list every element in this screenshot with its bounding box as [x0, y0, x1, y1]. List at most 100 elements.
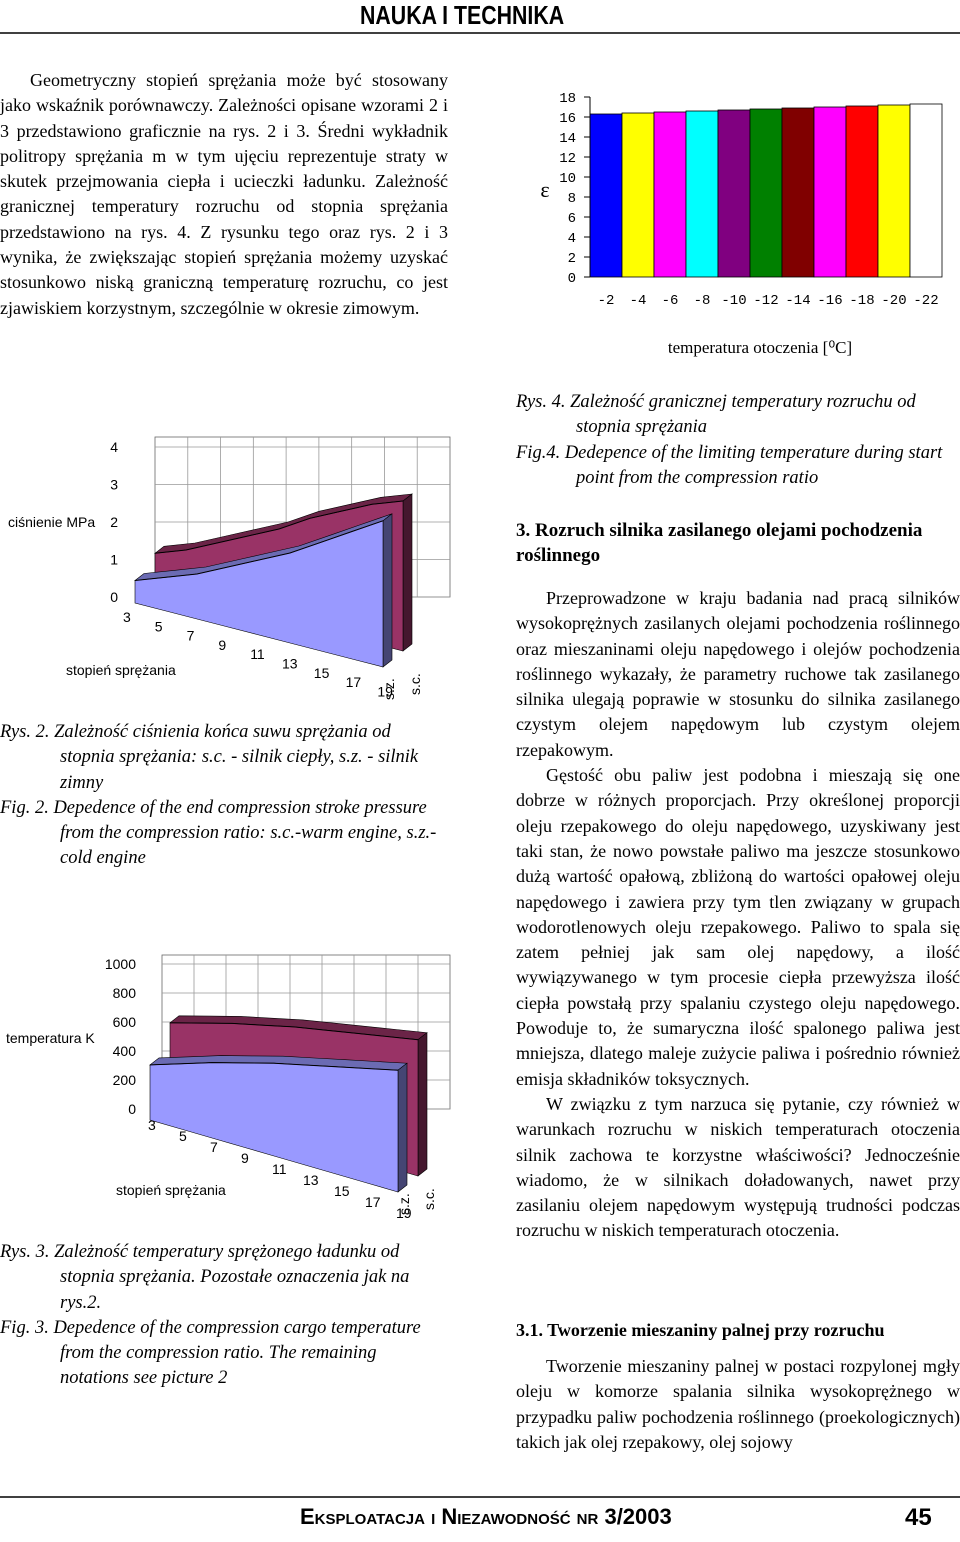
area-line	[149, 1062, 399, 1071]
bar	[781, 107, 815, 278]
footer-page: 45	[905, 1504, 932, 1531]
x-tick-label: -8	[694, 293, 711, 309]
x-tick-label: 17	[346, 674, 362, 690]
area-line	[169, 1022, 419, 1041]
y-tick-label: 3	[110, 477, 118, 493]
y-tick-label: 2	[568, 251, 576, 267]
bar	[717, 109, 751, 278]
x-tick-label: 19	[396, 1205, 412, 1221]
x-tick-label: 19	[377, 683, 393, 699]
x-tick-label: 7	[187, 628, 195, 644]
x-tick-label: -14	[785, 293, 810, 309]
x-axis-label: stopień sprężania	[66, 662, 176, 678]
x-tick-label: 5	[155, 618, 163, 634]
y-tick-label: 0	[568, 271, 576, 287]
caption-line: Fig. 3. Depedence of the compression car…	[0, 1317, 421, 1389]
caption: Rys. 3. Zależność temperatury sprężonego…	[0, 1240, 448, 1392]
area-line	[154, 500, 404, 554]
y-tick-label: 1000	[105, 956, 136, 972]
bar	[877, 104, 911, 278]
y-axis-label: temperatura K	[6, 1030, 95, 1046]
y-tick-label: 0	[110, 589, 118, 605]
x-tick-label: -6	[662, 293, 679, 309]
bar	[589, 113, 623, 278]
x-tick-label: 17	[365, 1194, 381, 1210]
series-label: s.z.	[381, 678, 397, 700]
section-heading: 3. Rozruch silnika zasilanego olejami po…	[516, 520, 923, 566]
caption-line: Fig. 2. Depedence of the end compression…	[0, 797, 437, 869]
series-label: s.c.	[421, 1188, 437, 1210]
area-end	[417, 1032, 428, 1177]
x-tick-label: -20	[881, 293, 906, 309]
x-tick-label: -12	[753, 293, 778, 309]
x-axis-label: stopień sprężania	[116, 1182, 226, 1198]
y-tick-label: 14	[559, 131, 576, 147]
caption-line: Fig.4. Dedepence of the limiting tempera…	[516, 442, 943, 488]
body-text: Tworzenie mieszaniny palnej w postaci ro…	[516, 1354, 960, 1455]
series-label: s.c.	[407, 673, 423, 695]
area-end	[382, 513, 393, 668]
y-tick-label: 8	[568, 191, 576, 207]
x-tick-label: 5	[179, 1128, 187, 1144]
footer-journal: Eksploatacja i Niezawodność nr 3/2003	[300, 1504, 672, 1529]
caption-line: Rys. 2. Zależność ciśnienia końca suwu s…	[0, 722, 419, 793]
paragraph: Geometryczny stopień sprężania może być …	[0, 70, 448, 318]
y-tick-label: 4	[568, 231, 576, 247]
body-text: Przeprowadzone w kraju badania nad pracą…	[516, 586, 960, 1244]
intro: Geometryczny stopień sprężania może być …	[0, 68, 448, 321]
bar	[813, 106, 847, 278]
area-end	[402, 493, 413, 652]
y-tick-label: 12	[559, 151, 576, 167]
y-tick-label: 10	[559, 171, 576, 187]
bar	[749, 108, 783, 278]
x-tick-label: 13	[303, 1172, 319, 1188]
y-tick-label: 16	[559, 111, 576, 127]
area-line	[134, 520, 384, 581]
y-tick-label: 18	[559, 91, 576, 107]
paragraph: Gęstość obu paliw jest podobna i mieszaj…	[516, 765, 960, 1089]
bar	[845, 105, 879, 278]
x-tick-label: 9	[218, 637, 226, 653]
paragraph: W związku z tym narzuca się pytanie, czy…	[516, 1093, 960, 1241]
y-tick-label: 0	[128, 1101, 136, 1117]
y-axis-label: ciśnienie MPa	[8, 514, 95, 530]
x-tick-label: -22	[913, 293, 938, 309]
bar	[909, 103, 943, 278]
x-tick-label: 11	[250, 646, 265, 662]
bar	[653, 111, 687, 278]
x-axis-label: temperatura otoczenia [⁰C]	[668, 338, 852, 357]
y-tick-label: 800	[113, 985, 137, 1001]
x-tick-label: 13	[282, 656, 298, 672]
x-tick-label: 3	[148, 1117, 156, 1133]
x-tick-label: 11	[272, 1161, 287, 1177]
series-label: s.z.	[396, 1193, 412, 1215]
caption-line: Rys. 3. Zależność temperatury sprężonego…	[0, 1242, 410, 1313]
area-end	[397, 1062, 408, 1193]
subsection-heading: 3.1. Tworzenie mieszaniny palnej przy ro…	[516, 1320, 885, 1340]
x-tick-label: 3	[123, 609, 131, 625]
y-tick-label: 400	[113, 1043, 137, 1059]
y-tick-label: 200	[113, 1072, 137, 1088]
paragraph: Przeprowadzone w kraju badania nad pracą…	[516, 588, 960, 760]
y-axis-label: ε	[540, 177, 549, 202]
caption: Rys. 2. Zależność ciśnienia końca suwu s…	[0, 720, 448, 872]
y-tick-label: 6	[568, 211, 576, 227]
y-tick-label: 4	[110, 439, 118, 455]
bar	[621, 112, 655, 278]
x-tick-label: 9	[241, 1150, 249, 1166]
bar	[685, 110, 719, 278]
paragraph: Tworzenie mieszaniny palnej w postaci ro…	[516, 1356, 960, 1452]
caption-line: Rys. 4. Zależność granicznej temperatury…	[516, 392, 916, 438]
header-title: NAUKA I TECHNIKA	[360, 0, 565, 30]
x-tick-label: -2	[598, 293, 615, 309]
x-tick-label: -10	[721, 293, 746, 309]
caption: Rys. 4. Zależność granicznej temperatury…	[516, 390, 960, 491]
y-tick-label: 600	[113, 1014, 137, 1030]
x-tick-label: 15	[314, 665, 330, 681]
x-tick-label: 7	[210, 1139, 218, 1155]
x-tick-label: -4	[630, 293, 647, 309]
x-tick-label: -16	[817, 293, 842, 309]
y-tick-label: 1	[110, 552, 118, 568]
x-tick-label: 15	[334, 1183, 350, 1199]
